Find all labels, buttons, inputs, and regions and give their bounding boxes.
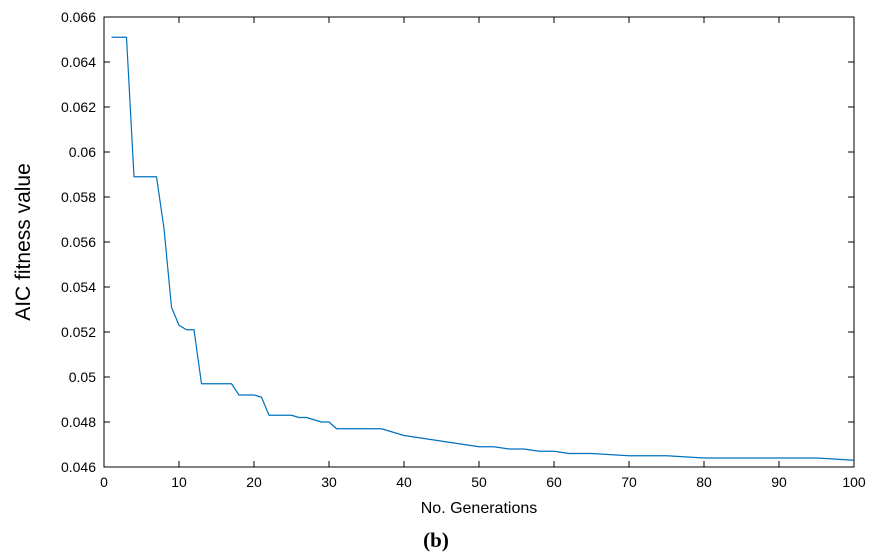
y-axis-label: AIC fitness value	[12, 163, 35, 321]
y-tick-label: 0.058	[61, 189, 96, 205]
x-axis-label: No. Generations	[421, 500, 538, 517]
y-tick-label: 0.066	[61, 9, 96, 25]
x-tick-label: 80	[696, 474, 712, 490]
x-tick-label: 60	[546, 474, 562, 490]
y-tick-label: 0.062	[61, 99, 96, 115]
x-tick-label: 20	[246, 474, 262, 490]
y-tick-label: 0.054	[61, 279, 96, 295]
y-tick-label: 0.046	[61, 459, 96, 475]
x-tick-label: 40	[396, 474, 412, 490]
series-line	[111, 36, 855, 461]
x-tick-label: 10	[171, 474, 187, 490]
x-tick-label: 90	[771, 474, 787, 490]
y-tick-label: 0.056	[61, 234, 96, 250]
x-tick-labels: 0 10 20 30 40 50 60 70 80 90 100	[100, 474, 866, 490]
axis-ticks	[103, 16, 855, 468]
x-tick-label: 0	[100, 474, 108, 490]
x-tick-label: 30	[321, 474, 337, 490]
y-tick-label: 0.06	[69, 144, 96, 160]
y-tick-label: 0.048	[61, 414, 96, 430]
x-tick-label: 100	[842, 474, 866, 490]
plot-area-frame	[103, 16, 855, 468]
x-tick-label: 50	[471, 474, 487, 490]
figure-caption: (b)	[423, 528, 449, 552]
y-tick-labels: 0.046 0.048 0.05 0.052 0.054 0.056 0.058 0.06 0.…	[61, 9, 96, 475]
y-tick-label: 0.064	[61, 54, 96, 70]
y-tick-label: 0.05	[69, 369, 96, 385]
y-tick-label: 0.052	[61, 324, 96, 340]
x-tick-label: 70	[621, 474, 637, 490]
